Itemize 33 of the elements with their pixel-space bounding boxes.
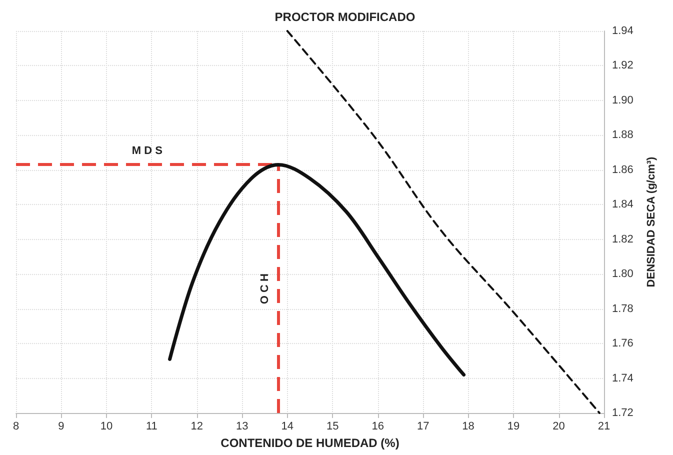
y-tick-label: 1.86 bbox=[612, 164, 634, 176]
y-axis-title: DENSIDAD SECA (g/cm³) bbox=[646, 156, 658, 288]
x-tick-label: 17 bbox=[416, 420, 430, 432]
x-tick-label: 21 bbox=[598, 420, 610, 432]
y-tick-label: 1.84 bbox=[612, 198, 634, 211]
x-tick-label: 11 bbox=[146, 420, 158, 432]
x-tick-label: 12 bbox=[190, 420, 204, 432]
y-tick-label: 1.94 bbox=[612, 25, 634, 37]
x-tick-label: 10 bbox=[100, 420, 113, 432]
line-series bbox=[286, 30, 600, 414]
x-tick-label: 16 bbox=[372, 420, 384, 432]
y-tick-label: 1.80 bbox=[612, 268, 634, 280]
x-tick-label: 19 bbox=[507, 420, 520, 432]
y-tick-label: 1.74 bbox=[612, 372, 634, 384]
x-axis-title: CONTENIDO DE HUMEDAD (%) bbox=[220, 436, 400, 450]
x-tick-label: 14 bbox=[281, 420, 294, 432]
y-tick-label: 1.82 bbox=[612, 233, 634, 246]
x-tick-label: 8 bbox=[12, 420, 20, 432]
y-tick-label: 1.92 bbox=[612, 60, 634, 72]
x-tick-label: 13 bbox=[236, 420, 248, 432]
ref-line-label: O C H bbox=[258, 274, 271, 304]
y-tick-label: 1.88 bbox=[612, 129, 634, 142]
y-tick-label: 1.72 bbox=[612, 407, 634, 419]
y-tick-label: 1.90 bbox=[612, 94, 634, 106]
line-series bbox=[168, 162, 466, 377]
ref-line-label: M D S bbox=[132, 145, 162, 158]
y-tick-label: 1.76 bbox=[612, 338, 634, 350]
x-tick-label: 18 bbox=[462, 420, 474, 432]
x-tick-label: 20 bbox=[552, 420, 565, 432]
chart-title: PROCTOR MODIFICADO bbox=[274, 10, 416, 24]
x-tick-label: 9 bbox=[58, 420, 64, 432]
x-tick-label: 15 bbox=[326, 420, 339, 432]
y-tick-label: 1.78 bbox=[612, 302, 634, 315]
